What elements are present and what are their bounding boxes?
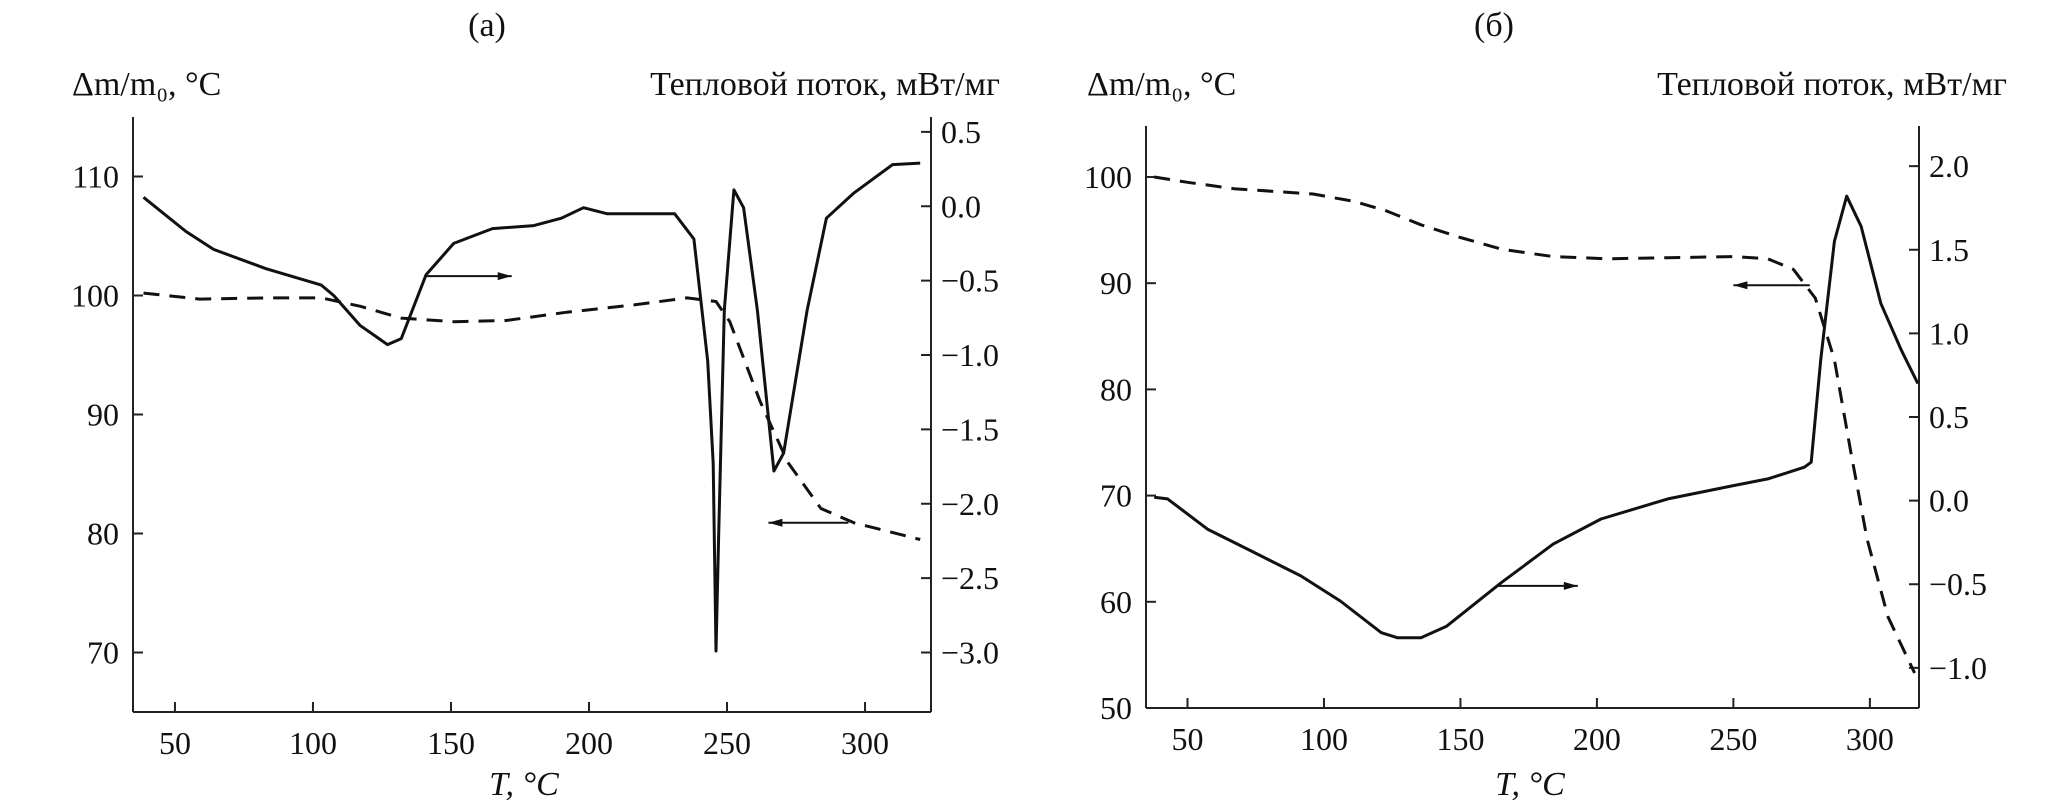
left-y-tick-label: 80: [1100, 371, 1132, 407]
right-y-tick-label: 1.5: [1929, 232, 1969, 268]
panel-title: (a): [468, 7, 506, 44]
x-tick-label: 100: [289, 725, 337, 761]
arrowhead-icon: [1563, 581, 1578, 590]
left-y-tick-label: 70: [1100, 478, 1132, 514]
x-tick-label: 300: [1846, 721, 1894, 757]
right-y-tick-label: −1.0: [1929, 650, 1987, 686]
x-tick-label: 50: [1171, 721, 1203, 757]
left-axis-title: Δm/m₀, °C: [1087, 66, 1236, 103]
right-y-tick-label: −0.5: [941, 263, 999, 299]
arrowhead-icon: [497, 272, 512, 281]
left-y-tick-label: 80: [87, 516, 119, 552]
x-axis-title: T, °C: [1495, 766, 1565, 803]
right-axis-title: Тепловой поток, мВт/мг: [1657, 66, 2007, 103]
x-tick-label: 300: [841, 725, 889, 761]
right-y-tick-label: −1.5: [941, 411, 999, 447]
left-y-tick-label: 50: [1100, 690, 1132, 726]
x-tick-label: 200: [565, 725, 613, 761]
right-y-tick-label: 0.5: [1929, 399, 1969, 435]
arrowhead-icon: [1733, 281, 1748, 290]
heat-flow-line: [142, 161, 921, 653]
right-axis-title: Тепловой поток, мВт/мг: [650, 66, 1000, 103]
right-y-tick-label: 0.0: [941, 188, 981, 224]
x-tick-label: 150: [427, 725, 475, 761]
left-y-tick-label: 70: [87, 635, 119, 671]
left-y-tick-label: 60: [1100, 584, 1132, 620]
right-y-tick-label: −3.0: [941, 635, 999, 671]
left-axis-title: Δm/m₀, °C: [72, 66, 221, 103]
x-tick-label: 150: [1436, 721, 1484, 757]
arrowhead-icon: [768, 518, 783, 527]
left-y-tick-label: 100: [1084, 159, 1132, 195]
chart-panel-b: (б) Δm/m₀, °C Тепловой поток, мВт/мг T, …: [1084, 7, 2007, 803]
left-y-tick-label: 90: [87, 397, 119, 433]
right-y-tick-label: 0.5: [941, 114, 981, 150]
left-y-tick-label: 110: [72, 159, 119, 195]
left-y-tick-label: 100: [71, 278, 119, 314]
left-y-tick-label: 90: [1100, 265, 1132, 301]
mass-change-line: [1153, 175, 1916, 674]
right-y-tick-label: 2.0: [1929, 148, 1969, 184]
right-y-tick-label: −2.5: [941, 560, 999, 596]
x-tick-label: 250: [1709, 721, 1757, 757]
x-axis-title: T, °C: [489, 766, 559, 803]
chart-panel-a: (a) Δm/m₀, °C Тепловой поток, мВт/мг T, …: [71, 7, 1000, 803]
mass-change-line: [143, 291, 921, 541]
x-tick-label: 250: [703, 725, 751, 761]
x-tick-label: 100: [1300, 721, 1348, 757]
x-tick-label: 200: [1573, 721, 1621, 757]
right-y-tick-label: −2.0: [941, 486, 999, 522]
panel-title: (б): [1474, 7, 1514, 44]
x-tick-label: 50: [159, 725, 191, 761]
right-y-tick-label: 1.0: [1929, 315, 1969, 351]
heat-flow-line: [1154, 194, 1920, 640]
right-y-tick-label: −0.5: [1929, 566, 1987, 602]
right-y-tick-label: −1.0: [941, 337, 999, 373]
right-y-tick-label: 0.0: [1929, 483, 1969, 519]
